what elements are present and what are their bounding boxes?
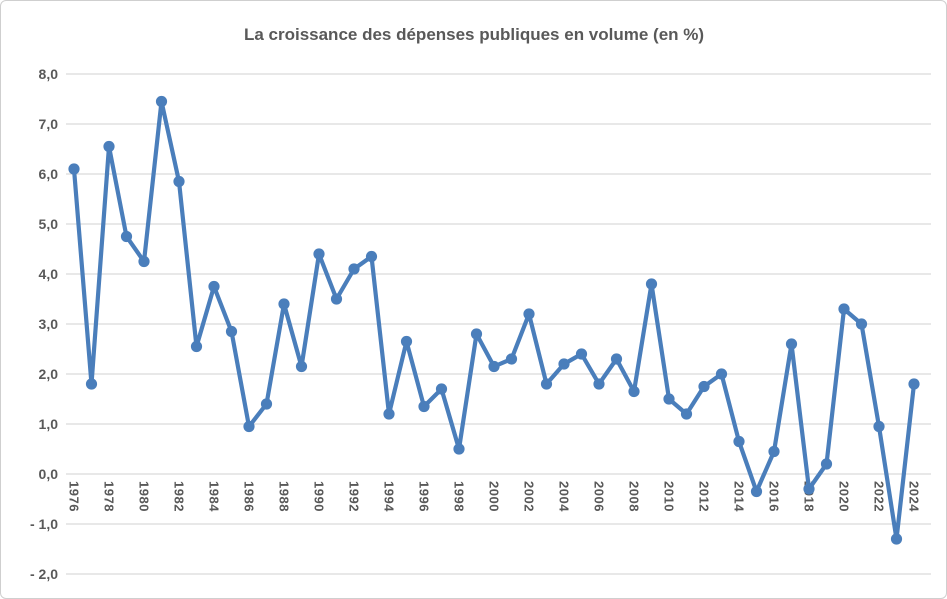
x-tick-label: 1984 bbox=[207, 481, 222, 512]
x-tick-label: 2008 bbox=[627, 481, 642, 512]
x-tick-label: 1988 bbox=[277, 481, 292, 512]
x-tick-label: 1998 bbox=[452, 481, 467, 512]
x-tick-label: 1982 bbox=[172, 481, 187, 512]
data-point-marker bbox=[505, 353, 518, 365]
data-point-marker bbox=[400, 335, 413, 348]
data-point-marker bbox=[733, 435, 745, 448]
data-point-marker bbox=[698, 380, 710, 393]
y-tick-label: 7,0 bbox=[39, 116, 59, 132]
data-point-marker bbox=[803, 483, 815, 495]
data-series bbox=[68, 95, 920, 545]
data-point-marker bbox=[768, 445, 780, 458]
data-point-marker bbox=[645, 278, 658, 290]
data-point-marker bbox=[278, 298, 290, 310]
data-point-marker bbox=[155, 95, 168, 108]
data-point-marker bbox=[610, 353, 623, 365]
y-tick-label: 8,0 bbox=[39, 66, 59, 82]
x-tick-label: 2002 bbox=[522, 481, 537, 512]
y-tick-label: - 2,0 bbox=[30, 566, 58, 582]
x-tick-label: 1976 bbox=[67, 481, 82, 512]
data-point-marker bbox=[838, 303, 850, 315]
y-tick-label: 4,0 bbox=[39, 266, 59, 282]
data-point-marker bbox=[540, 378, 553, 390]
data-point-marker bbox=[120, 230, 133, 243]
data-point-marker bbox=[488, 360, 500, 373]
x-tick-label: 1980 bbox=[137, 481, 152, 512]
data-point-marker bbox=[243, 420, 255, 433]
data-point-marker bbox=[470, 328, 483, 340]
data-point-marker bbox=[260, 398, 273, 410]
y-tick-label: 5,0 bbox=[39, 216, 59, 232]
gridlines bbox=[66, 73, 931, 575]
x-tick-label: 2022 bbox=[872, 481, 887, 512]
data-point-marker bbox=[348, 263, 360, 275]
data-point-marker bbox=[628, 385, 640, 398]
data-point-marker bbox=[873, 420, 885, 433]
data-point-marker bbox=[680, 408, 693, 420]
data-point-marker bbox=[208, 280, 220, 293]
x-axis-labels: 1976 1978 1980 1982 1984 1986 1988 1990 1992 1994… bbox=[67, 481, 922, 512]
x-tick-label: 2020 bbox=[837, 481, 852, 512]
data-point-marker bbox=[418, 400, 430, 413]
data-point-marker bbox=[330, 293, 343, 305]
x-tick-label: 2000 bbox=[487, 481, 502, 512]
data-point-marker bbox=[365, 250, 378, 263]
x-tick-label: 2012 bbox=[697, 481, 712, 512]
data-point-marker bbox=[173, 175, 185, 188]
x-tick-label: 1992 bbox=[347, 481, 362, 512]
y-tick-label: 6,0 bbox=[39, 166, 59, 182]
data-point-marker bbox=[453, 443, 465, 455]
x-tick-label: 1986 bbox=[242, 481, 257, 512]
y-tick-label: 3,0 bbox=[39, 316, 59, 332]
data-point-marker bbox=[383, 408, 395, 420]
y-tick-label: - 1,0 bbox=[30, 516, 58, 532]
data-point-marker bbox=[435, 383, 448, 395]
data-point-marker bbox=[908, 378, 920, 390]
data-point-marker bbox=[855, 318, 868, 330]
data-point-marker bbox=[558, 358, 570, 370]
data-point-marker bbox=[820, 458, 833, 470]
x-tick-label: 2016 bbox=[767, 481, 782, 512]
data-point-marker bbox=[575, 348, 588, 360]
x-tick-label: 1990 bbox=[312, 481, 327, 512]
y-tick-label: 0,0 bbox=[39, 466, 59, 482]
x-tick-label: 1978 bbox=[102, 481, 117, 512]
data-point-marker bbox=[103, 140, 115, 153]
data-point-marker bbox=[663, 393, 675, 405]
data-point-marker bbox=[138, 255, 150, 268]
data-point-marker bbox=[750, 485, 763, 498]
chart-title: La croissance des dépenses publiques en … bbox=[244, 25, 704, 44]
y-axis-labels: 8,0 7,0 6,0 5,0 4,0 3,0 2,0 1,0 0,0 - 1,0 - 2,0 bbox=[30, 66, 58, 582]
x-tick-label: 2014 bbox=[732, 481, 747, 512]
data-point-marker bbox=[68, 163, 80, 175]
data-point-marker bbox=[295, 360, 308, 373]
data-point-marker bbox=[785, 338, 798, 350]
data-point-marker bbox=[593, 378, 605, 390]
x-tick-label: 2006 bbox=[592, 481, 607, 512]
x-tick-label: 1994 bbox=[382, 481, 397, 512]
data-point-marker bbox=[715, 368, 728, 380]
data-point-marker bbox=[890, 533, 903, 545]
data-point-marker bbox=[523, 308, 535, 320]
data-point-marker bbox=[313, 248, 325, 260]
y-tick-label: 1,0 bbox=[39, 416, 59, 432]
x-tick-label: 2024 bbox=[907, 481, 922, 512]
data-point-marker bbox=[225, 325, 238, 338]
x-tick-label: 1996 bbox=[417, 481, 432, 512]
x-tick-label: 2010 bbox=[662, 481, 677, 512]
data-point-marker bbox=[85, 378, 98, 390]
x-tick-label: 2004 bbox=[557, 481, 572, 512]
y-tick-label: 2,0 bbox=[39, 366, 59, 382]
data-point-marker bbox=[190, 340, 203, 353]
